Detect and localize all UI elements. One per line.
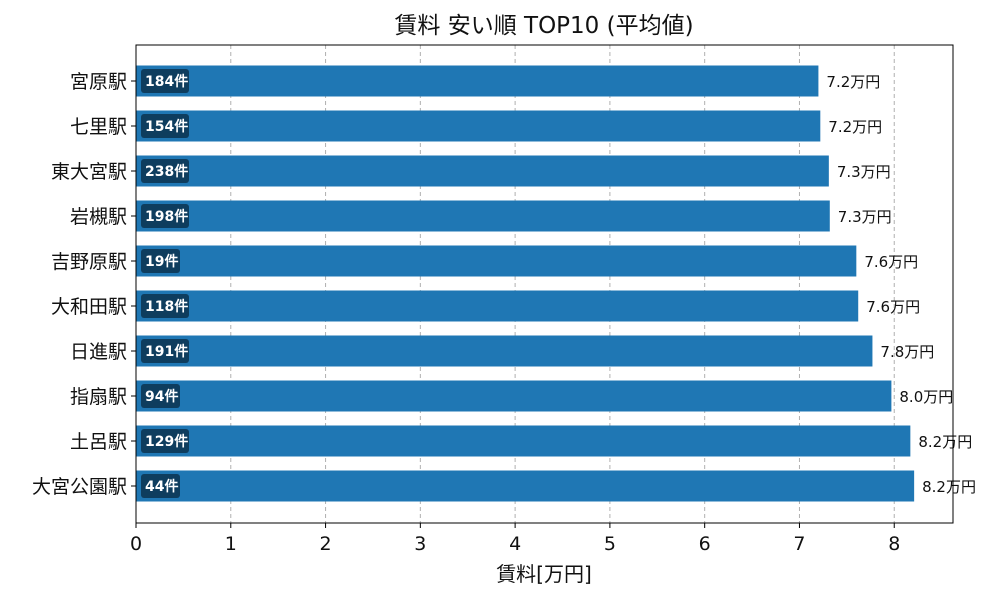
category-label: 東大宮駅	[51, 161, 127, 183]
axis-layer: 0 1 2 3 4 5 6 7 8 宮原駅七里駅東大宮駅岩槻駅吉野原駅大和田駅日進駅指扇駅土呂駅大…	[32, 71, 900, 555]
x-axis-label: 賃料[万円]	[496, 562, 592, 586]
count-badge	[141, 69, 189, 93]
count-label: 94件	[145, 388, 178, 405]
value-label: 8.0万円	[899, 388, 953, 406]
bars-layer: 7.2万円 184件 7.2万円 154件 7.3万円 238件 7.3万円 198件 7.6万…	[136, 65, 976, 502]
category-label: 岩槻駅	[70, 206, 127, 228]
count-label: 198件	[145, 208, 188, 225]
value-label: 8.2万円	[918, 433, 972, 451]
count-label: 118件	[145, 298, 188, 315]
plot-frame	[135, 44, 954, 524]
category-label: 吉野原駅	[51, 251, 127, 273]
value-label: 7.3万円	[838, 208, 892, 226]
chart-title: 賃料 安い順 TOP10 (平均値)	[394, 13, 693, 39]
category-label: 土呂駅	[70, 431, 127, 453]
bar	[136, 200, 830, 232]
count-label: 191件	[145, 343, 188, 360]
count-badge	[141, 204, 189, 228]
count-badge	[141, 294, 189, 318]
count-label: 19件	[145, 253, 178, 270]
count-badge	[141, 384, 180, 408]
x-tick-label: 4	[509, 533, 521, 555]
value-label: 7.3万円	[837, 163, 891, 181]
value-label: 8.2万円	[922, 478, 976, 496]
x-tick-label: 2	[320, 533, 332, 555]
category-label: 指扇駅	[70, 386, 127, 408]
count-label: 238件	[145, 163, 188, 180]
value-label: 7.2万円	[826, 73, 880, 91]
value-label: 7.2万円	[828, 118, 882, 136]
x-tick-label: 7	[793, 533, 805, 555]
count-badge	[141, 159, 189, 183]
category-label: 大宮公園駅	[32, 476, 127, 498]
bar	[136, 425, 911, 457]
bar	[136, 290, 859, 322]
x-tick-label: 3	[414, 533, 426, 555]
count-label: 129件	[145, 433, 188, 450]
value-label: 7.6万円	[866, 298, 920, 316]
count-badge	[141, 249, 180, 273]
bar	[136, 155, 829, 187]
bar	[136, 470, 915, 502]
bar	[136, 335, 873, 367]
category-label: 七里駅	[70, 116, 127, 138]
category-label: 日進駅	[70, 341, 127, 363]
count-label: 154件	[145, 118, 188, 135]
count-badge	[141, 114, 189, 138]
count-badge	[141, 429, 189, 453]
category-label: 大和田駅	[51, 296, 127, 318]
bar	[136, 110, 821, 142]
category-label: 宮原駅	[70, 71, 127, 93]
x-tick-label: 0	[130, 533, 142, 555]
count-label: 184件	[145, 73, 188, 90]
x-tick-label: 8	[888, 533, 900, 555]
count-badge	[141, 339, 189, 363]
value-label: 7.8万円	[880, 343, 934, 361]
bar	[136, 380, 892, 412]
count-badge	[141, 474, 180, 498]
bar	[136, 245, 857, 277]
value-label: 7.6万円	[864, 253, 918, 271]
x-tick-label: 6	[699, 533, 711, 555]
bar	[136, 65, 819, 97]
x-tick-label: 5	[604, 533, 616, 555]
x-tick-label: 1	[225, 533, 237, 555]
count-label: 44件	[145, 478, 178, 495]
